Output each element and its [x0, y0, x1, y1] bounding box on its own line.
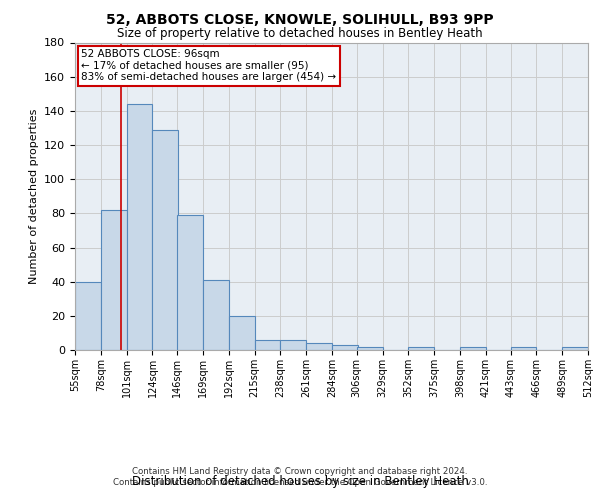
Bar: [177, 215, 203, 350]
Bar: [460, 346, 486, 350]
Text: 52, ABBOTS CLOSE, KNOWLE, SOLIHULL, B93 9PP: 52, ABBOTS CLOSE, KNOWLE, SOLIHULL, B93 …: [106, 12, 494, 26]
Text: Size of property relative to detached houses in Bentley Heath: Size of property relative to detached ho…: [117, 28, 483, 40]
Text: 52 ABBOTS CLOSE: 96sqm
← 17% of detached houses are smaller (95)
83% of semi-det: 52 ABBOTS CLOSE: 96sqm ← 17% of detached…: [81, 50, 336, 82]
Y-axis label: Number of detached properties: Number of detached properties: [29, 108, 38, 284]
Text: Distribution of detached houses by size in Bentley Heath: Distribution of detached houses by size …: [131, 474, 469, 488]
Bar: [152, 130, 178, 350]
Bar: [75, 282, 101, 350]
Bar: [409, 346, 434, 350]
Bar: [127, 104, 152, 350]
Bar: [306, 343, 332, 350]
Bar: [101, 210, 127, 350]
Bar: [280, 340, 306, 350]
Bar: [511, 346, 536, 350]
Bar: [254, 340, 280, 350]
Bar: [229, 316, 254, 350]
Bar: [357, 346, 383, 350]
Bar: [562, 346, 588, 350]
Bar: [332, 345, 358, 350]
Bar: [203, 280, 229, 350]
Text: Contains HM Land Registry data © Crown copyright and database right 2024.
Contai: Contains HM Land Registry data © Crown c…: [113, 468, 487, 487]
